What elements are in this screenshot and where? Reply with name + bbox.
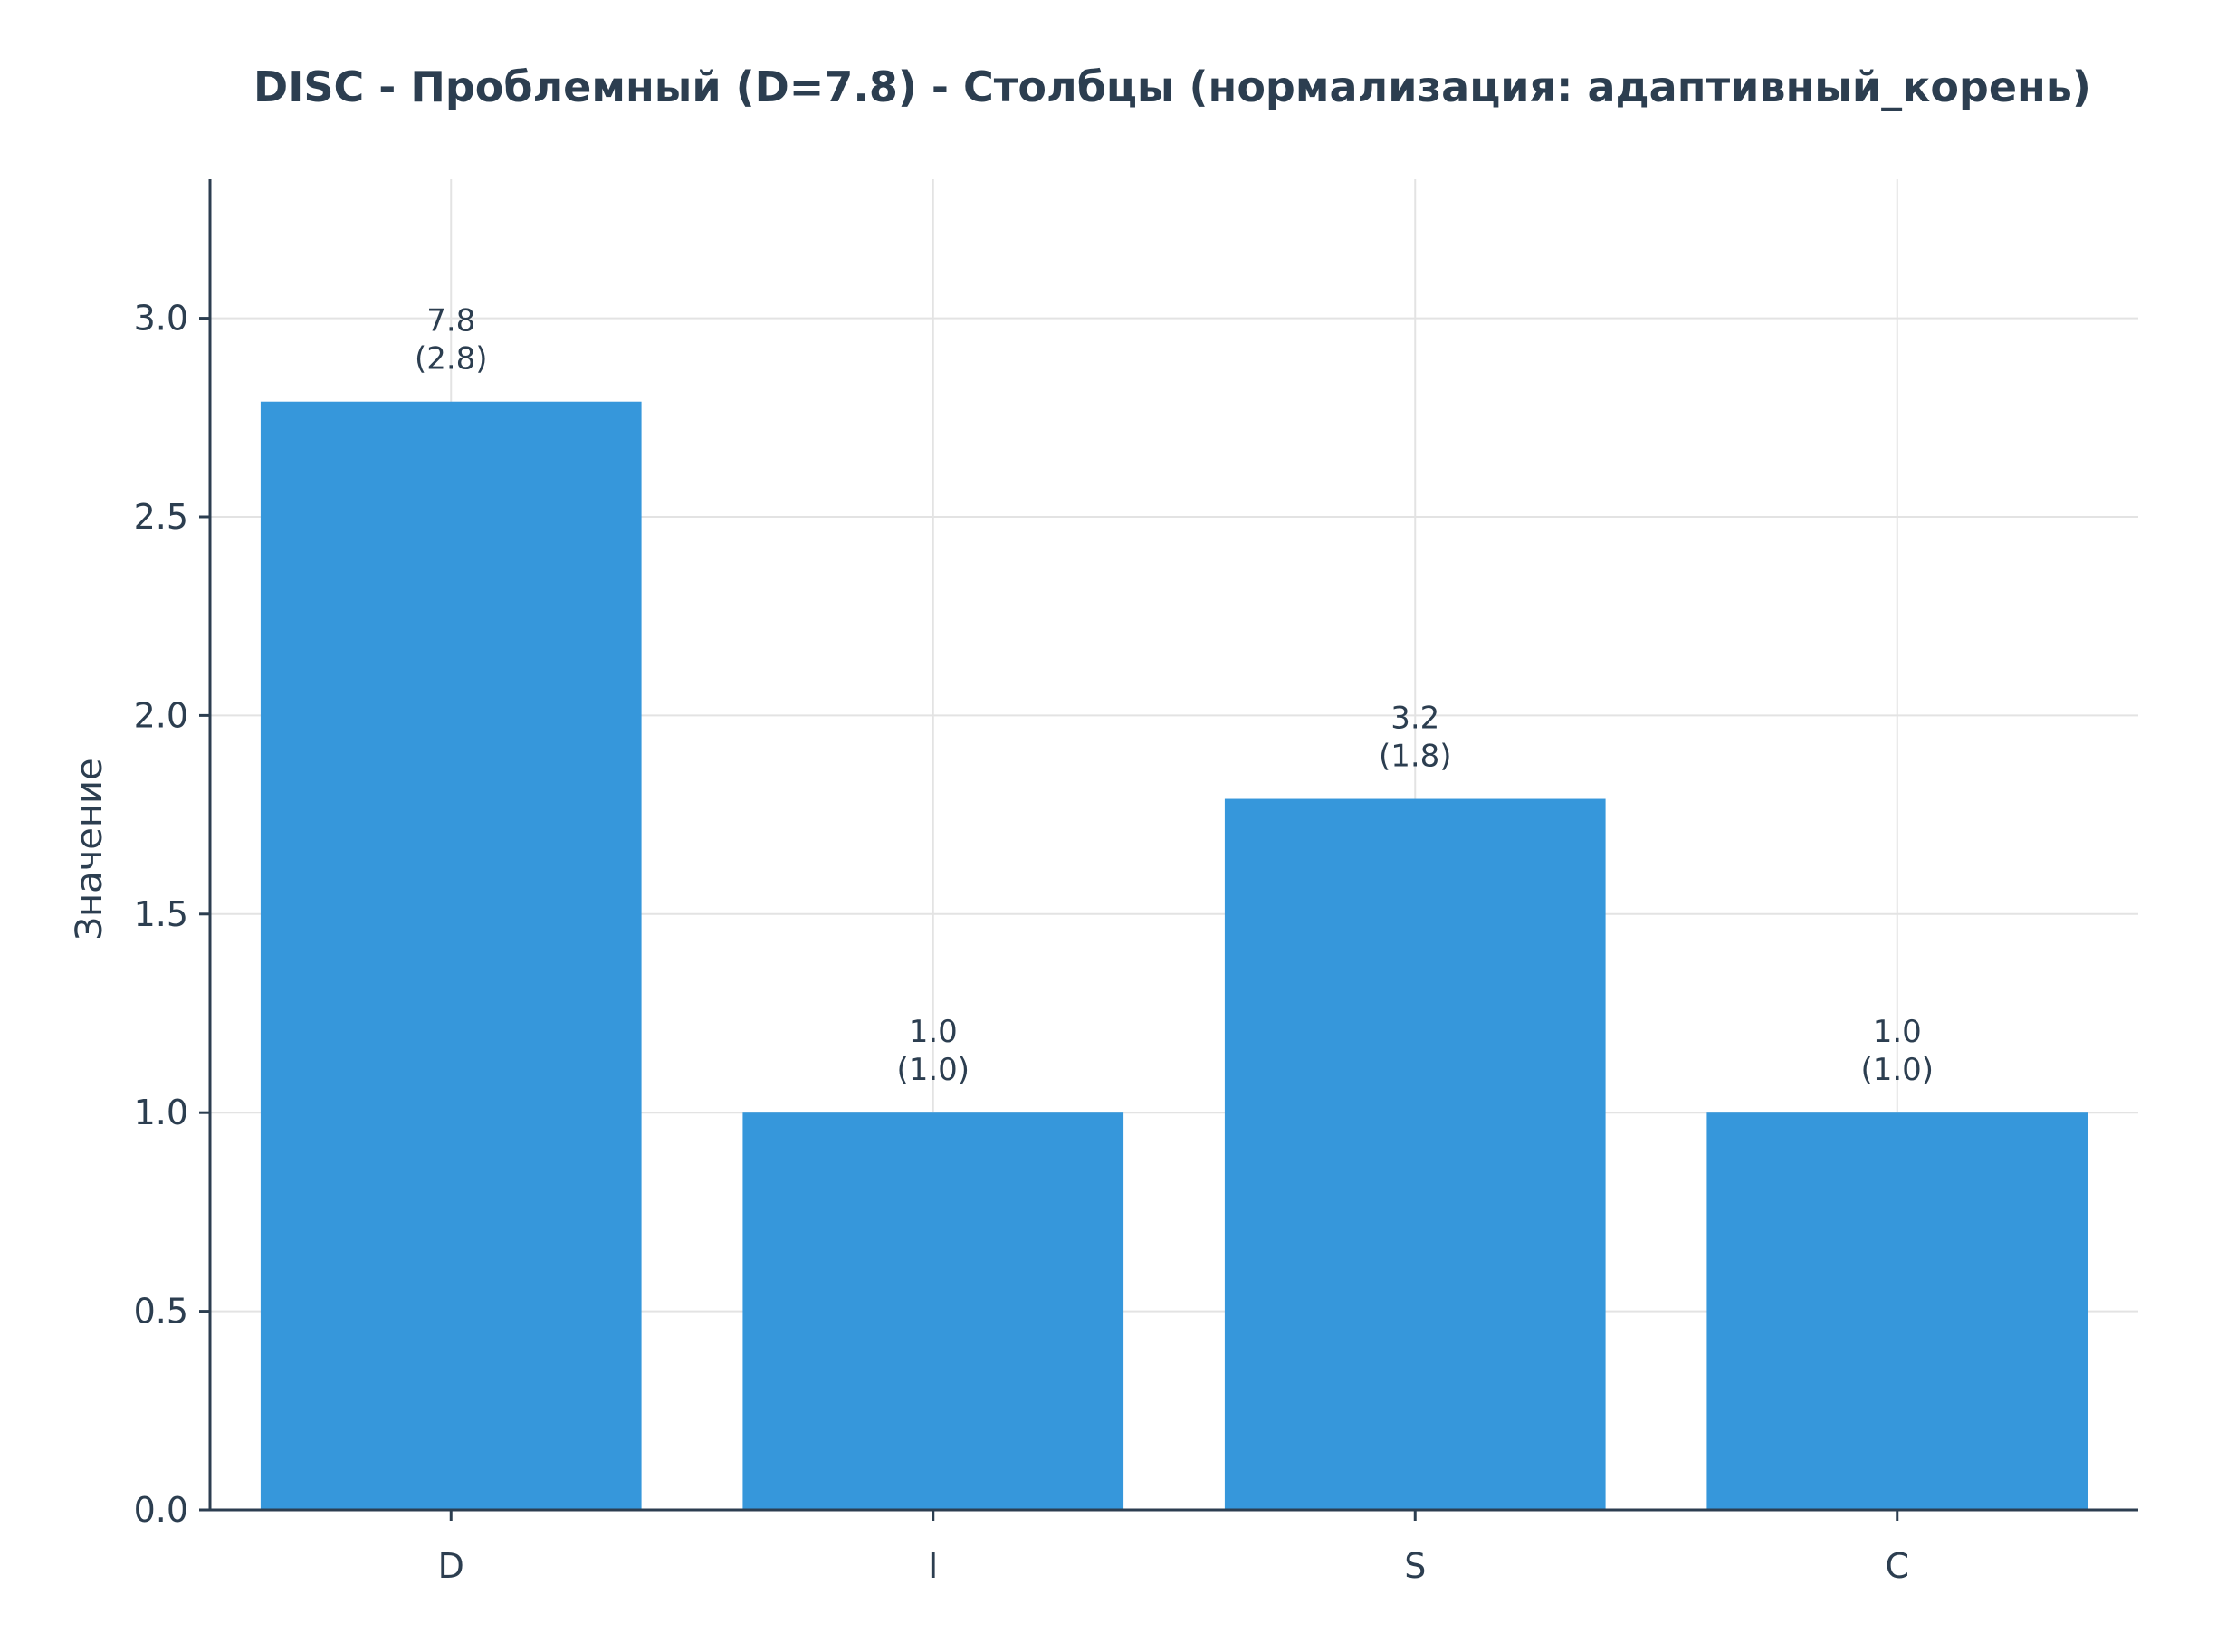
data-label-raw: 1.0	[1873, 1014, 1922, 1050]
y-axis-label: Значение	[69, 758, 110, 940]
y-tick-label: 1.0	[134, 1093, 188, 1132]
bars	[260, 401, 2088, 1511]
bar-d	[260, 401, 642, 1511]
y-tick-label: 3.0	[134, 299, 188, 339]
chart-title: DISC - Проблемный (D=7.8) - Столбцы (нор…	[253, 62, 2091, 111]
data-label-normalized: (2.8)	[415, 341, 488, 377]
y-tick-label: 2.0	[134, 695, 188, 735]
data-label-normalized: (1.8)	[1379, 739, 1452, 775]
x-tick-label: S	[1404, 1546, 1426, 1586]
data-label-raw: 1.0	[909, 1014, 958, 1050]
y-tick-label: 0.5	[134, 1292, 188, 1332]
bar-s	[1224, 798, 1606, 1510]
x-tick-label: D	[438, 1546, 464, 1586]
data-label-raw: 3.2	[1390, 701, 1439, 737]
y-tick-label: 1.5	[134, 894, 188, 934]
y-tick-label: 0.0	[134, 1490, 188, 1530]
data-label-normalized: (1.0)	[1860, 1052, 1934, 1088]
bar-i	[742, 1112, 1124, 1510]
x-tick-label: C	[1885, 1546, 1909, 1586]
data-label-raw: 7.8	[426, 303, 475, 339]
data-label-normalized: (1.0)	[896, 1052, 970, 1088]
y-tick-label: 2.5	[134, 497, 188, 537]
x-tick-label: I	[928, 1546, 938, 1586]
data-labels: 7.8(2.8)1.0(1.0)3.2(1.8)1.0(1.0)	[415, 303, 1934, 1088]
bar-c	[1706, 1112, 2088, 1510]
axes: 0.0 0.5 1.0 1.5 2.0 2.5 3.0 D I S C	[134, 179, 2138, 1586]
